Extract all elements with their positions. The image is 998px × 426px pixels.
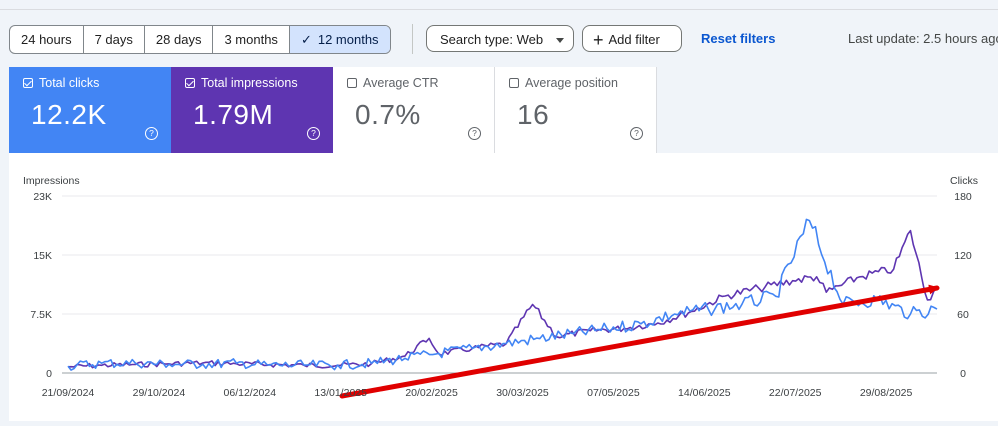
metric-card-average-position[interactable]: Average position 16 ? [495,67,657,153]
range-7-days-label: 7 days [94,32,133,47]
range-28-days-label: 28 days [155,32,202,47]
checkbox-icon[interactable] [185,78,195,88]
impressions-series-line [67,229,938,369]
range-3-months[interactable]: 3 months [213,26,290,53]
right-tick-label: 0 [960,368,966,380]
help-icon[interactable]: ? [307,127,320,140]
help-icon[interactable]: ? [468,127,481,140]
checkbox-icon[interactable] [509,78,519,88]
metric-label: Average position [525,76,618,90]
help-icon[interactable]: ? [630,127,643,140]
search-type-dropdown[interactable]: Search type: Web [426,25,574,52]
range-24-hours[interactable]: 24 hours [10,26,84,53]
metric-label: Average CTR [363,76,439,90]
left-axis-title: Impressions [23,175,80,187]
checkmark-icon: ✓ [300,32,312,47]
range-24-hours-label: 24 hours [21,32,72,47]
date-range-selector: 24 hours 7 days 28 days 3 months ✓ 12 mon… [9,25,391,54]
right-tick-label: 120 [954,250,972,262]
x-tick-label: 14/06/2025 [678,387,731,399]
search-type-label: Search type: Web [440,32,544,47]
range-3-months-label: 3 months [224,32,278,47]
last-update-text: Last update: 2.5 hours ago [848,31,998,46]
metric-card-total-clicks[interactable]: Total clicks 12.2K ? [9,67,171,153]
x-tick-label: 21/09/2024 [42,387,95,399]
x-tick-label: 22/07/2025 [769,387,822,399]
range-7-days[interactable]: 7 days [84,26,145,53]
add-filter-label: Add filter [608,32,660,47]
metric-label: Total clicks [39,76,100,90]
reset-filters-link[interactable]: Reset filters [701,31,776,46]
top-divider [0,9,998,10]
performance-chart-panel: Impressions Clicks 23K 180 15K 120 7.5K 60 0 0 21/… [9,153,998,421]
left-tick-label: 23K [33,191,52,203]
metric-value: 0.7% [355,99,421,130]
x-tick-label: 29/08/2025 [860,387,913,399]
metric-value: 1.79M [193,99,274,130]
left-tick-label: 15K [33,250,52,262]
performance-chart: Impressions Clicks 23K 180 15K 120 7.5K 60 0 0 21/… [23,175,978,399]
right-tick-label: 60 [957,309,969,321]
left-tick-label: 0 [46,368,52,380]
plus-icon: + [593,30,604,50]
metric-label: Total impressions [201,76,298,90]
trend-arrow-core [341,287,938,397]
x-tick-label: 20/02/2025 [405,387,458,399]
clicks-series-line [67,218,938,371]
help-icon[interactable]: ? [145,127,158,140]
range-12-months[interactable]: ✓ 12 months [289,26,390,53]
add-filter-button[interactable]: + Add filter [582,25,682,52]
caret-down-icon [556,38,564,43]
checkbox-icon[interactable] [347,78,357,88]
checkbox-icon[interactable] [23,78,33,88]
range-28-days[interactable]: 28 days [145,26,214,53]
toolbar-divider [412,24,413,54]
x-tick-label: 13/01/2025 [314,387,367,399]
x-tick-label: 06/12/2024 [224,387,277,399]
metric-cards: Total clicks 12.2K ? Total impressions 1… [9,67,657,153]
right-tick-label: 180 [954,191,972,203]
x-tick-label: 07/05/2025 [587,387,640,399]
x-tick-label: 29/10/2024 [133,387,186,399]
metric-value: 16 [517,99,550,130]
metric-value: 12.2K [31,99,107,130]
metric-card-average-ctr[interactable]: Average CTR 0.7% ? [333,67,495,153]
metric-card-total-impressions[interactable]: Total impressions 1.79M ? [171,67,333,153]
right-axis-title: Clicks [950,175,978,187]
left-tick-label: 7.5K [30,309,52,321]
x-tick-label: 30/03/2025 [496,387,549,399]
range-12-months-label: 12 months [317,32,379,47]
